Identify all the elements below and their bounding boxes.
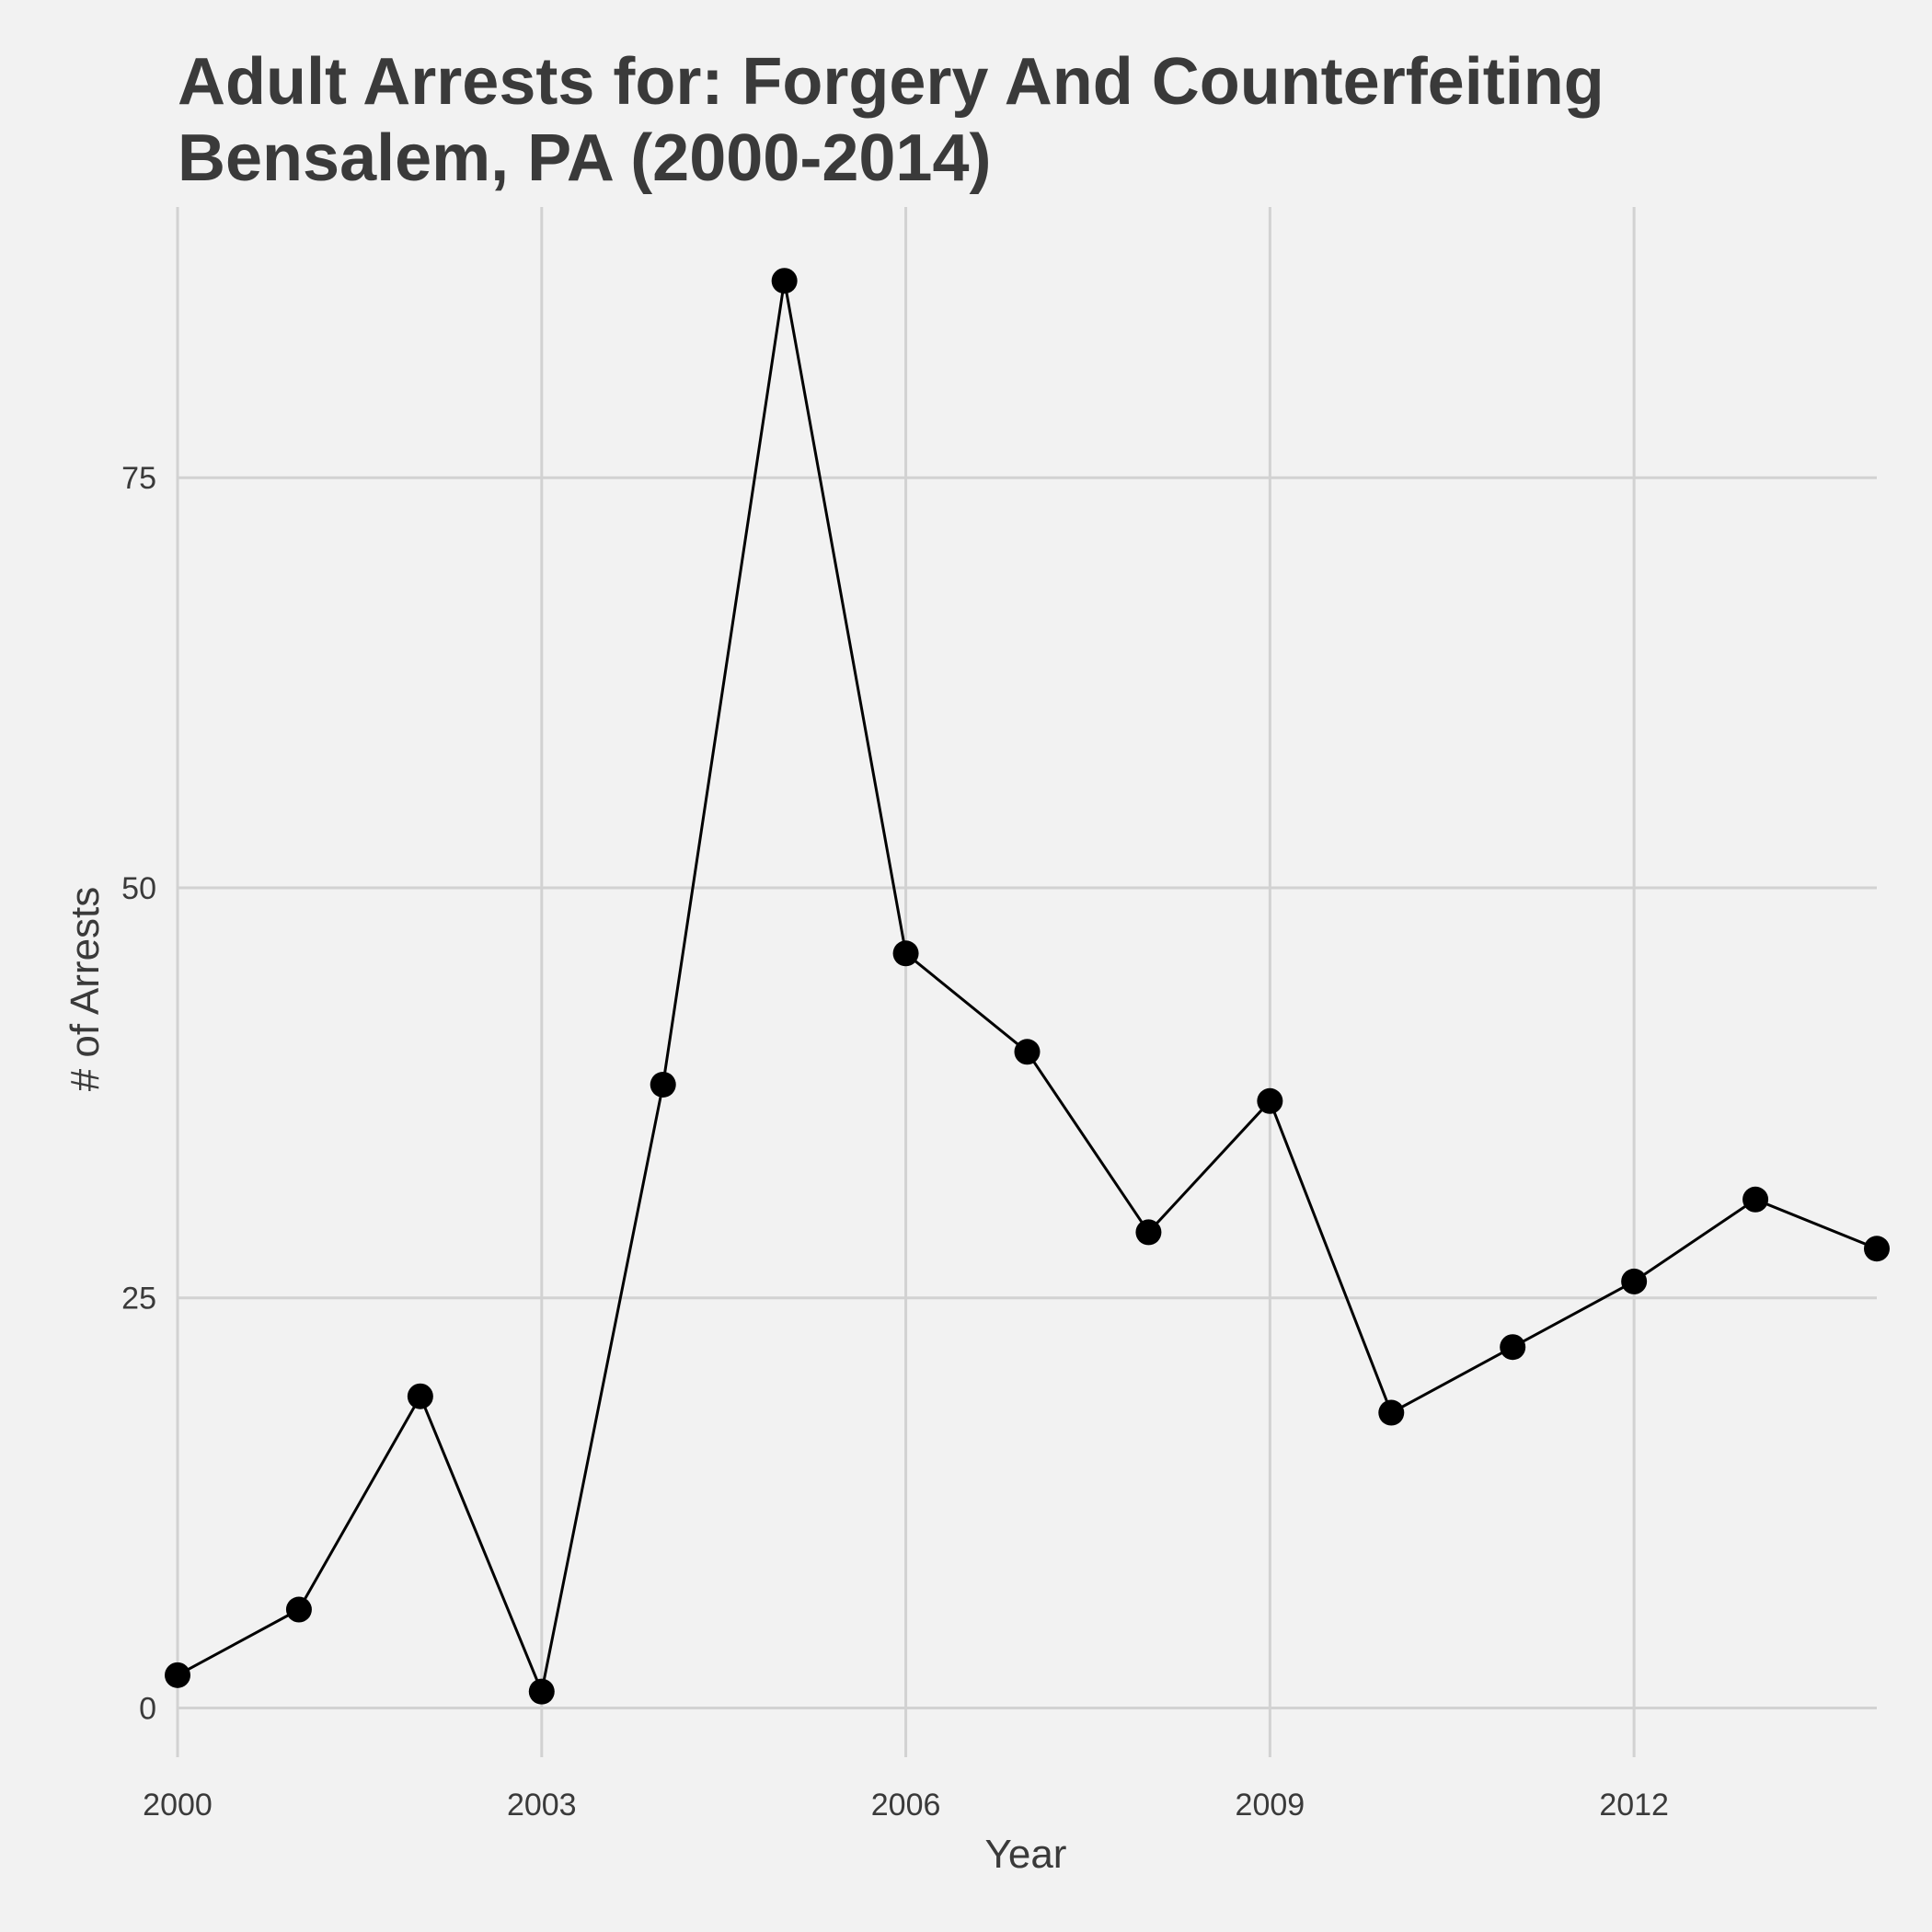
y-axis-tick-labels: 0 25 50 75 <box>121 461 156 1726</box>
y-tick-label: 50 <box>121 871 156 906</box>
data-point <box>771 268 798 294</box>
x-tick-label: 2003 <box>507 1788 577 1823</box>
y-tick-label: 0 <box>139 1692 156 1727</box>
data-point <box>1378 1399 1405 1426</box>
data-points <box>165 268 1890 1705</box>
data-point <box>650 1071 676 1098</box>
gridlines <box>176 207 1877 1757</box>
data-point <box>1257 1087 1283 1114</box>
x-tick-label: 2006 <box>871 1788 941 1823</box>
data-point <box>1135 1219 1162 1246</box>
data-point <box>165 1662 190 1688</box>
y-tick-label: 75 <box>121 461 156 496</box>
x-tick-label: 2012 <box>1599 1788 1669 1823</box>
y-tick-label: 25 <box>121 1282 156 1317</box>
data-point <box>1500 1334 1526 1361</box>
data-point <box>1864 1236 1890 1262</box>
data-point <box>1014 1039 1041 1065</box>
x-tick-label: 2000 <box>143 1788 213 1823</box>
data-point <box>285 1596 312 1623</box>
data-point <box>1621 1268 1648 1294</box>
data-point <box>407 1383 433 1409</box>
data-point <box>892 940 919 967</box>
x-tick-label: 2009 <box>1236 1788 1305 1823</box>
chart-title-line-1: Adult Arrests for: Forgery And Counterfe… <box>178 45 1604 119</box>
chart-title-line-2: Bensalem, PA (2000-2014) <box>178 121 991 195</box>
x-axis-tick-labels: 2000 2003 2006 2009 2012 <box>143 1788 1669 1823</box>
data-point <box>1742 1186 1769 1213</box>
x-axis-title: Year <box>985 1832 1067 1877</box>
y-axis-title: # of Arrests <box>63 887 108 1092</box>
data-point <box>528 1678 555 1705</box>
